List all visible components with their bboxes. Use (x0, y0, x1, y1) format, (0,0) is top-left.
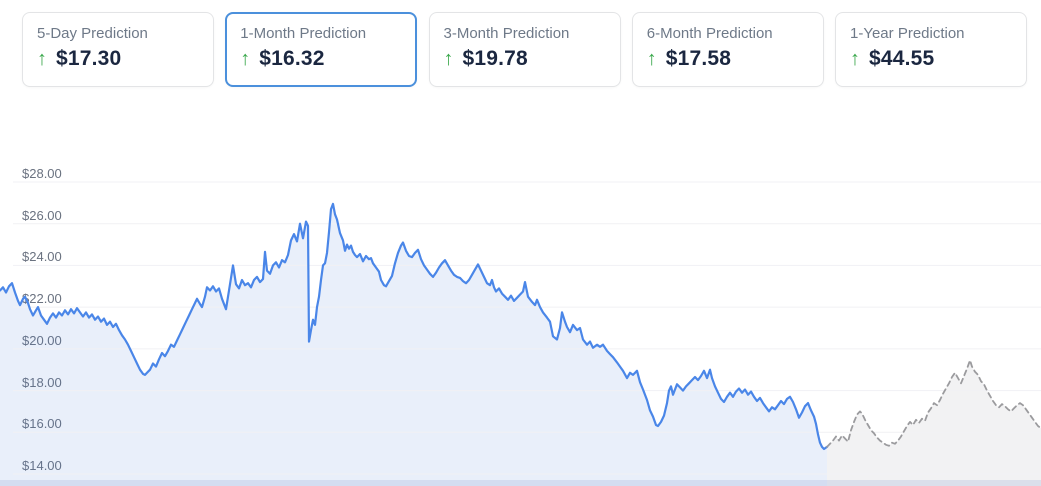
up-arrow-icon: ↑ (850, 48, 860, 70)
card-5-day-prediction[interactable]: 5-Day Prediction ↑ $17.30 (22, 12, 214, 87)
prediction-card-value-row: ↑ $44.55 (850, 47, 1012, 71)
chart-bottom-band (0, 480, 1041, 486)
y-axis-tick-label: $28.00 (22, 166, 62, 181)
prediction-card-value-row: ↑ $17.30 (37, 47, 199, 71)
prediction-card-label: 3-Month Prediction (443, 25, 570, 42)
price-history-line (0, 202, 829, 451)
prediction-cards-row: 5-Day Prediction ↑ $17.30 1-Month Predic… (22, 12, 1027, 87)
y-axis-tick-label: $16.00 (22, 416, 62, 432)
price-history-area (0, 203, 827, 486)
y-axis-tick-label: $22.00 (22, 291, 62, 307)
prediction-card-label: 1-Month Prediction (240, 25, 367, 42)
prediction-card-value: $17.58 (665, 47, 732, 70)
up-arrow-icon: ↑ (443, 48, 454, 70)
up-arrow-icon: ↑ (646, 48, 657, 70)
prediction-card-value-row: ↑ $19.78 (444, 47, 606, 71)
prediction-forecast-area (827, 360, 1041, 486)
prediction-card-value: $16.32 (259, 47, 325, 70)
prediction-card-value: $19.78 (462, 47, 528, 70)
prediction-card-label: 6-Month Prediction (646, 25, 773, 42)
y-axis-tick-label: $26.00 (22, 207, 62, 223)
card-1-month-prediction[interactable]: 1-Month Prediction ↑ $16.32 (225, 12, 418, 87)
y-axis-tick-label: $20.00 (22, 332, 62, 348)
card-1-year-prediction[interactable]: 1-Year Prediction ↑ $44.55 (835, 12, 1027, 87)
prediction-card-label: 5-Day Prediction (37, 25, 148, 42)
prediction-card-value-row: ↑ $16.32 (240, 47, 402, 71)
up-arrow-icon: ↑ (240, 48, 251, 70)
prediction-card-value: $44.55 (869, 47, 935, 70)
prediction-card-value-row: ↑ $17.58 (647, 47, 809, 71)
y-axis-tick-label: $18.00 (22, 374, 62, 390)
card-6-month-prediction[interactable]: 6-Month Prediction ↑ $17.58 (631, 12, 824, 87)
y-axis-tick-label: $24.00 (22, 249, 62, 265)
y-axis-tick-label: $14.00 (22, 457, 62, 473)
prediction-forecast-line (826, 359, 1041, 448)
prediction-card-label: 1-Year Prediction (850, 25, 965, 42)
prediction-card-value: $17.30 (56, 47, 122, 70)
up-arrow-icon: ↑ (37, 48, 47, 70)
card-3-month-prediction[interactable]: 3-Month Prediction ↑ $19.78 (428, 12, 621, 87)
